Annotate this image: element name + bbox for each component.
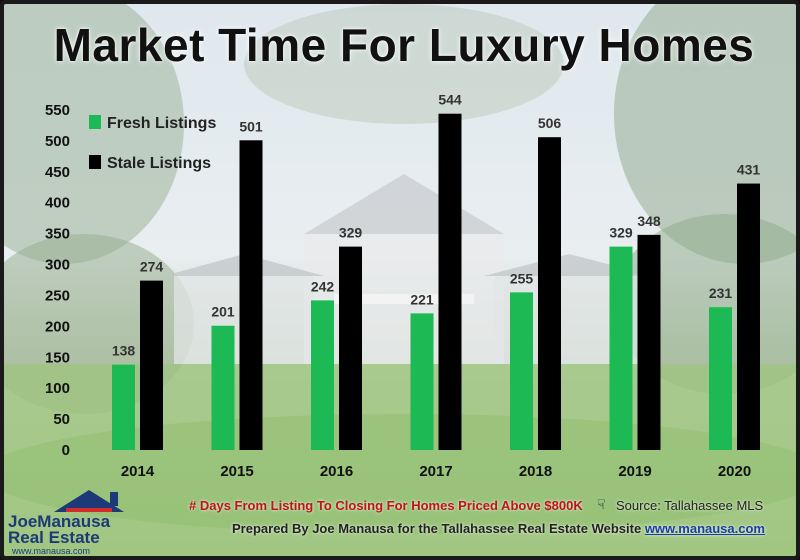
legend-swatch-fresh (89, 115, 101, 129)
data-label: 544 (438, 92, 462, 108)
y-tick-label: 400 (45, 195, 70, 212)
logo-url: www.manausa.com (12, 546, 91, 556)
data-label: 201 (211, 304, 235, 320)
data-label: 255 (510, 270, 534, 286)
x-tick-label-2014: 2014 (121, 463, 155, 480)
data-label: 329 (609, 225, 633, 241)
y-tick-label: 150 (45, 349, 70, 366)
prepared-by-text: Prepared By Joe Manausa for the Tallahas… (232, 521, 765, 536)
legend-label-fresh: Fresh Listings (107, 115, 216, 132)
bar-fresh-listings-2018 (510, 292, 533, 450)
bar-fresh-listings-2015 (211, 325, 235, 450)
data-label: 329 (339, 225, 363, 241)
logo-brand-name: JoeManausa (8, 512, 111, 531)
data-label: 138 (112, 343, 136, 359)
chart-title: Market Time For Luxury Homes (53, 19, 755, 71)
legend-swatch-stale (89, 155, 101, 169)
bar-fresh-listings-2016 (311, 300, 334, 450)
x-tick-label-2020: 2020 (718, 463, 751, 480)
y-tick-label: 50 (53, 411, 70, 428)
y-tick-label: 350 (45, 226, 70, 243)
x-tick-label-2018: 2018 (519, 463, 552, 480)
logo-house-icon (54, 490, 124, 512)
bar-stale-listings-2014 (140, 280, 163, 450)
bar-stale-listings-2016 (339, 246, 362, 450)
y-tick-label: 200 (45, 318, 70, 335)
bar-stale-listings-2018 (538, 137, 561, 450)
hand-icon: ☟ (597, 496, 606, 512)
bar-stale-listings-2019 (637, 234, 661, 450)
y-tick-label: 100 (45, 380, 70, 397)
x-tick-label-2016: 2016 (320, 463, 353, 480)
house-background-image (4, 4, 796, 556)
legend: Fresh Listings Stale Listings (89, 115, 216, 172)
legend-label-stale: Stale Listings (107, 155, 211, 172)
bar-fresh-listings-2017 (410, 313, 434, 450)
y-tick-label: 500 (45, 133, 70, 150)
bar-stale-listings-2015 (239, 140, 263, 451)
data-label: 506 (538, 115, 562, 131)
logo-brand-subtitle: Real Estate (8, 528, 100, 547)
data-label: 221 (410, 291, 434, 307)
bar-stale-listings-2017 (438, 113, 462, 450)
data-label: 231 (709, 285, 733, 301)
data-label: 348 (637, 213, 661, 229)
data-label: 431 (737, 162, 761, 178)
y-tick-label: 450 (45, 164, 70, 181)
bar-chart: 0 50 100 150 200 250 300 350 400 450 500 550 138 274… (45, 92, 761, 480)
y-axis: 0 50 100 150 200 250 300 350 400 450 500 550 (45, 102, 70, 459)
x-tick-label-2017: 2017 (419, 463, 452, 480)
website-link[interactable]: www.manausa.com (644, 521, 765, 536)
source-text: Source: Tallahassee MLS (616, 498, 764, 513)
x-tick-label-2015: 2015 (220, 463, 253, 480)
y-tick-label: 0 (62, 442, 70, 459)
x-tick-label-2019: 2019 (618, 463, 651, 480)
prepared-by-label: Prepared By Joe Manausa for the Tallahas… (232, 521, 642, 536)
y-tick-label: 300 (45, 257, 70, 274)
data-label: 242 (311, 278, 335, 294)
y-tick-label: 250 (45, 287, 70, 304)
data-label: 501 (239, 118, 263, 134)
x-axis: 2014 2015 2016 2017 2018 2019 2020 (121, 463, 751, 480)
bars-group: 1382742015012423292215442555063293482314… (112, 92, 761, 451)
bar-stale-listings-2020 (737, 183, 760, 450)
data-label: 274 (140, 259, 164, 275)
chart-note: # Days From Listing To Closing For Homes… (189, 498, 583, 513)
bar-fresh-listings-2020 (709, 307, 732, 450)
y-tick-label: 550 (45, 102, 70, 119)
bar-fresh-listings-2014 (112, 364, 135, 450)
bar-fresh-listings-2019 (609, 246, 633, 450)
